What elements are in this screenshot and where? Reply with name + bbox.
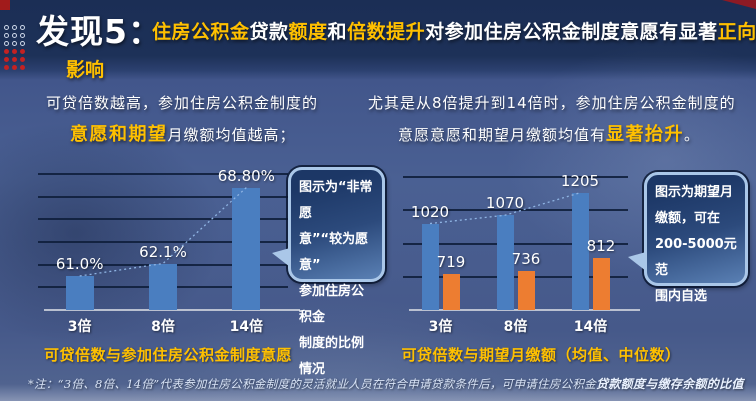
insight-left-rest: 月缴额均值越高；	[167, 126, 296, 144]
dot	[12, 57, 17, 62]
dot	[20, 49, 25, 54]
title-segment: 对参加住房公积金制度意愿有显著	[425, 21, 718, 43]
title-segment: 贷款	[249, 21, 289, 43]
bar-value-label: 736	[511, 249, 541, 268]
bar-value-label: 68.80%	[217, 166, 275, 185]
right-chart-title: 可贷倍数与期望月缴额（均值、中位数）	[401, 346, 681, 364]
footnote-text: *注：“3倍、8倍、14倍”代表参加住房公积金制度的灵活就业人员在符合申请贷款条…	[28, 377, 597, 391]
category-label: 3倍	[67, 319, 92, 335]
dots-grid-icon	[4, 25, 25, 70]
gridline	[38, 173, 288, 175]
insight-right-suffix: 。	[684, 126, 701, 144]
insight-left-highlight: 意愿和期望	[70, 124, 168, 145]
chart-plot-area: 1020 1070 1205 719 736 812 3倍 8倍 14倍	[403, 172, 640, 335]
callout-line: 围内自选	[655, 289, 708, 304]
bar-value-label: 61.0%	[55, 255, 104, 273]
dot	[12, 25, 17, 30]
red-corner-square	[0, 0, 10, 10]
callout-line: 参加住房公积金	[299, 284, 365, 325]
category-label: 3倍	[428, 319, 453, 335]
bar-3倍	[65, 276, 94, 310]
title-segment: 倍数提升	[347, 21, 426, 43]
slide-title: 住房公积金贷款额度和倍数提升对参加住房公积金制度意愿有显著正向	[152, 17, 756, 44]
footnote: *注：“3倍、8倍、14倍”代表参加住房公积金制度的灵活就业人员在符合申请贷款条…	[28, 375, 750, 392]
slide-title-wrap: 影响	[66, 59, 105, 81]
category-label: 8倍	[151, 319, 175, 335]
callout-line: 缴额，可在	[655, 211, 721, 226]
category-label: 14倍	[573, 319, 608, 335]
title-segment: 和	[327, 21, 348, 43]
dot	[12, 65, 17, 70]
insight-left-line1: 可贷倍数越高，参加住房公积金制度的	[46, 94, 319, 112]
title-segment: 正向	[717, 21, 756, 43]
bar-value-label: 812	[586, 237, 616, 256]
dot	[4, 49, 9, 54]
dot	[20, 57, 25, 62]
insight-right: 尤其是从8倍提升到14倍时，参加住房公积金制度的 意愿意愿和期望月缴额均值有显著…	[368, 88, 752, 151]
title-segment: 住房公积金	[152, 21, 250, 43]
footnote-bold: 贷款额度与缴存余额的比值	[596, 377, 744, 391]
callout-line: 图示为“非常愿	[299, 180, 373, 221]
dot	[12, 33, 17, 38]
insight-right-line2: 意愿意愿和期望月缴额均值有显著抬升。	[398, 119, 752, 151]
bar-中位数	[592, 258, 610, 310]
dot	[12, 41, 17, 46]
gridline	[403, 275, 628, 278]
right-callout-bubble: 图示为期望月 缴额，可在 200-5000元范围内自选	[628, 172, 748, 304]
bar-中位数	[442, 273, 460, 310]
dot	[4, 57, 9, 62]
x-axis-line	[44, 309, 300, 311]
callout-line: 200-5000元范	[655, 237, 737, 278]
callout-line: 制度的比例情况	[299, 336, 365, 377]
dot	[20, 41, 25, 46]
insight-right-highlight: 显著抬升	[606, 124, 685, 145]
insight-right-line1: 尤其是从8倍提升到14倍时，参加住房公积金制度的	[368, 94, 736, 112]
dot	[20, 25, 25, 30]
bar-value-label: 1205	[560, 171, 600, 190]
finding-number: 发现5：	[36, 12, 162, 51]
dot	[4, 41, 9, 46]
participation-willingness-chart: 61.0% 62.1% 68.80% 3倍 8倍 14倍	[38, 167, 300, 339]
dot	[4, 25, 9, 30]
bar-均值	[496, 215, 514, 310]
bar-value-label: 719	[436, 252, 466, 271]
callout-line: 意”“较为愿意”	[299, 232, 369, 273]
bar-value-label: 1020	[410, 202, 450, 221]
gridline	[403, 242, 628, 245]
bar-中位数	[517, 270, 535, 310]
left-callout-bubble: 图示为“非常愿 意”“较为愿意” 参加住房公积金 制度的比例情况	[272, 167, 385, 377]
dot	[4, 33, 9, 38]
bar-value-label: 1070	[485, 194, 525, 213]
bar-14倍	[232, 187, 261, 310]
bar-value-label: 62.1%	[139, 242, 187, 261]
left-chart-title: 可贷倍数与参加住房公积金制度意愿	[43, 346, 292, 364]
insight-left-line2: 意愿和期望月缴额均值越高；	[70, 119, 366, 151]
dot	[4, 65, 9, 70]
insight-left: 可贷倍数越高，参加住房公积金制度的 意愿和期望月缴额均值越高；	[46, 88, 366, 151]
x-axis-line	[409, 309, 640, 311]
callout-line: 图示为期望月	[655, 185, 734, 200]
expected-payment-chart: 1020 1070 1205 719 736 812 3倍 8倍 14倍	[403, 172, 640, 339]
bar-8倍	[149, 263, 177, 310]
gridline	[403, 176, 628, 178]
category-label: 14倍	[229, 319, 264, 335]
dot	[20, 33, 25, 38]
red-corner-wedge	[722, 0, 756, 9]
callout-tail	[628, 252, 646, 271]
bar-均值	[421, 223, 439, 310]
chart-plot-area: 61.0% 62.1% 68.80% 3倍 8倍 14倍	[38, 167, 300, 335]
dot	[20, 65, 25, 70]
title-segment: 额度	[288, 21, 328, 43]
callout-tail	[272, 248, 290, 267]
dot	[12, 49, 17, 54]
category-label: 8倍	[503, 319, 528, 335]
insight-right-prefix: 意愿意愿和期望月缴额均值有	[398, 126, 607, 144]
